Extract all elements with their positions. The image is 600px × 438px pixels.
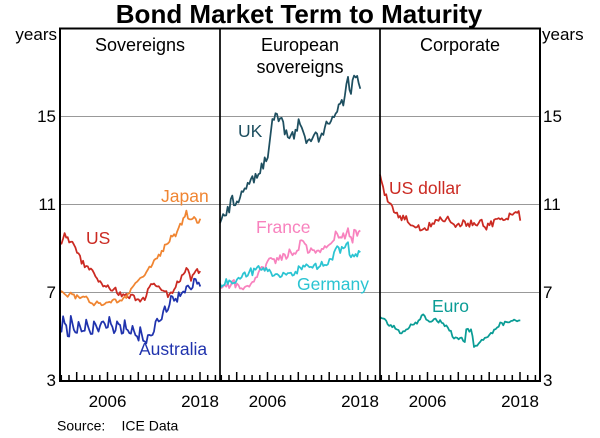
- svg-text:Source:: Source:: [57, 418, 105, 434]
- svg-text:sovereigns: sovereigns: [256, 57, 343, 77]
- svg-text:Corporate: Corporate: [420, 35, 500, 55]
- svg-text:11: 11: [38, 195, 56, 214]
- svg-text:2018: 2018: [181, 392, 219, 411]
- svg-text:European: European: [261, 35, 339, 55]
- svg-text:UK: UK: [238, 121, 263, 141]
- svg-text:US: US: [86, 228, 110, 248]
- svg-text:2006: 2006: [249, 392, 287, 411]
- svg-text:15: 15: [543, 107, 562, 126]
- svg-text:2018: 2018: [501, 392, 539, 411]
- svg-text:11: 11: [543, 195, 561, 214]
- svg-text:15: 15: [37, 107, 56, 126]
- svg-text:years: years: [542, 25, 584, 44]
- svg-text:Australia: Australia: [139, 339, 207, 359]
- svg-text:years: years: [15, 25, 57, 44]
- svg-text:Sovereigns: Sovereigns: [95, 35, 185, 55]
- svg-text:Germany: Germany: [297, 274, 369, 294]
- svg-text:US dollar: US dollar: [389, 178, 461, 198]
- svg-text:7: 7: [543, 283, 552, 302]
- svg-text:France: France: [256, 217, 310, 237]
- svg-text:Euro: Euro: [432, 296, 469, 316]
- svg-text:7: 7: [47, 283, 56, 302]
- svg-text:ICE Data: ICE Data: [122, 418, 179, 434]
- svg-text:2006: 2006: [409, 392, 447, 411]
- svg-text:Bond Market Term to Maturity: Bond Market Term to Maturity: [116, 0, 483, 29]
- svg-text:3: 3: [543, 371, 552, 390]
- svg-text:Japan: Japan: [161, 186, 209, 206]
- svg-text:2006: 2006: [89, 392, 127, 411]
- svg-text:2018: 2018: [341, 392, 379, 411]
- svg-text:3: 3: [47, 371, 56, 390]
